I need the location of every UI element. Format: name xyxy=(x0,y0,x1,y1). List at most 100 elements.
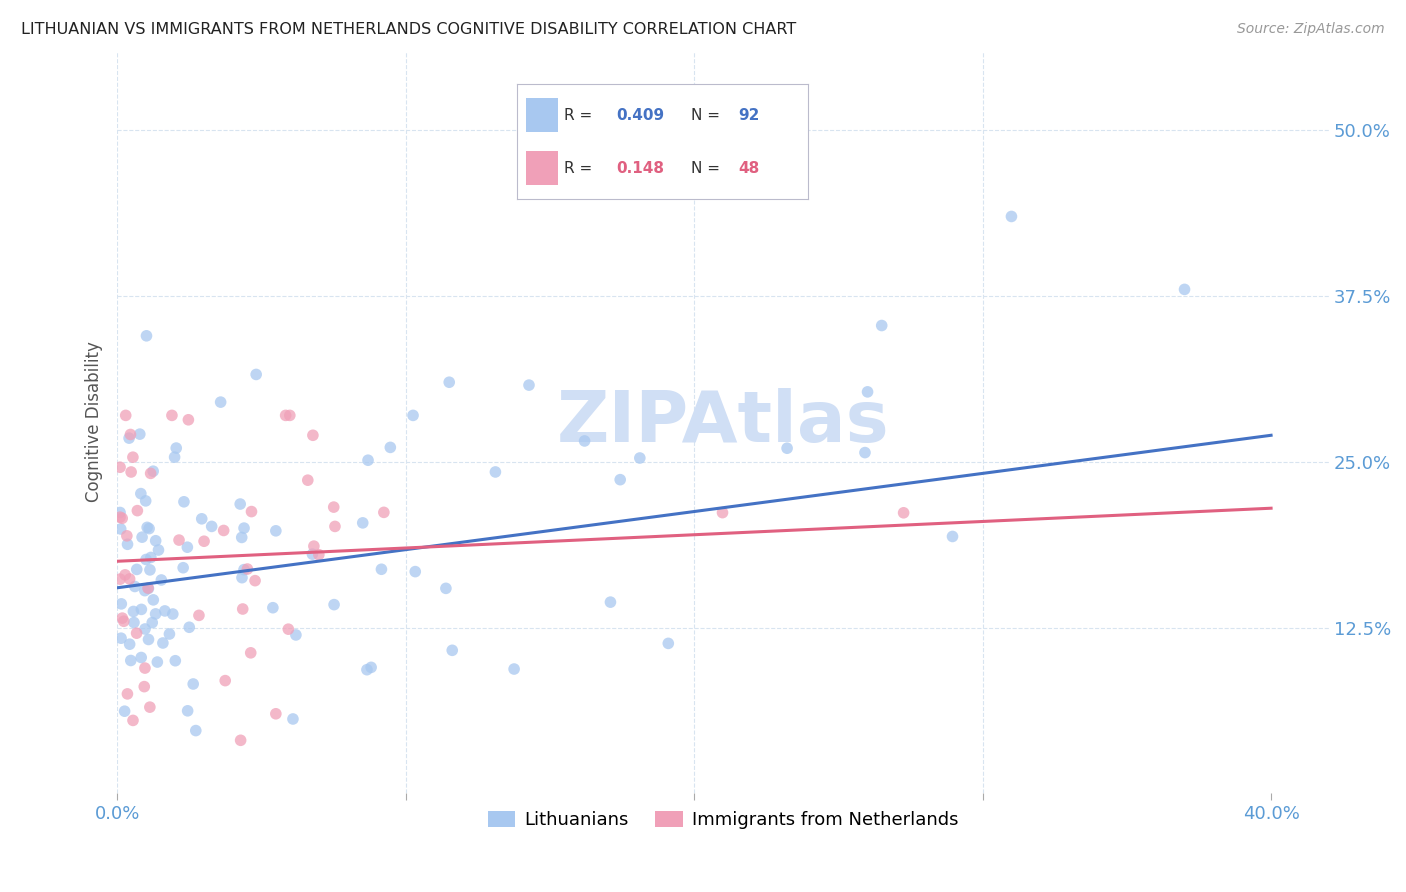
Text: Source: ZipAtlas.com: Source: ZipAtlas.com xyxy=(1237,22,1385,37)
Point xyxy=(136,581,159,595)
Point xyxy=(153,604,176,618)
Point xyxy=(628,450,651,465)
Point xyxy=(114,409,136,423)
Point xyxy=(776,441,799,455)
Point xyxy=(352,516,374,530)
Point xyxy=(108,572,131,586)
Point xyxy=(122,450,145,465)
Point xyxy=(184,723,207,738)
Point xyxy=(134,680,156,694)
Point xyxy=(146,655,169,669)
Text: ZIPAtlas: ZIPAtlas xyxy=(557,387,889,457)
Point xyxy=(108,506,131,520)
Point xyxy=(177,413,200,427)
Point xyxy=(118,572,141,586)
Point xyxy=(232,602,254,616)
Point xyxy=(609,473,631,487)
Point xyxy=(139,467,162,481)
Point xyxy=(484,465,506,479)
Point xyxy=(148,543,170,558)
Point xyxy=(122,604,145,618)
Point xyxy=(142,464,165,478)
Point xyxy=(302,428,325,442)
Point xyxy=(1173,282,1195,296)
Point xyxy=(135,328,157,343)
Point xyxy=(120,427,142,442)
Point xyxy=(243,574,266,588)
Point xyxy=(114,567,136,582)
Point xyxy=(124,580,146,594)
Point xyxy=(112,614,135,628)
Point xyxy=(122,615,145,630)
Y-axis label: Cognitive Disability: Cognitive Disability xyxy=(86,342,103,502)
Point xyxy=(142,593,165,607)
Point xyxy=(233,521,256,535)
Point xyxy=(360,660,382,674)
Point xyxy=(167,533,190,547)
Point xyxy=(128,427,150,442)
Point xyxy=(322,500,344,515)
Point xyxy=(111,511,134,525)
Point xyxy=(274,409,297,423)
Point xyxy=(160,409,183,423)
Point xyxy=(173,495,195,509)
Point xyxy=(110,597,132,611)
Point xyxy=(108,460,131,475)
Point xyxy=(135,494,157,508)
Point xyxy=(893,506,915,520)
Point xyxy=(139,563,162,577)
Point xyxy=(239,646,262,660)
Point xyxy=(136,520,159,534)
Point xyxy=(323,598,346,612)
Point xyxy=(111,611,134,625)
Point xyxy=(145,607,167,621)
Point xyxy=(264,524,287,538)
Point xyxy=(120,465,142,479)
Point xyxy=(231,531,253,545)
Point xyxy=(870,318,893,333)
Point xyxy=(278,409,301,423)
Point xyxy=(856,384,879,399)
Point xyxy=(380,441,402,455)
Point xyxy=(214,673,236,688)
Point xyxy=(574,434,596,448)
Point xyxy=(236,562,259,576)
Point xyxy=(262,600,284,615)
Point xyxy=(284,628,307,642)
Point xyxy=(853,445,876,459)
Point xyxy=(181,677,204,691)
Point xyxy=(193,534,215,549)
Text: LITHUANIAN VS IMMIGRANTS FROM NETHERLANDS COGNITIVE DISABILITY CORRELATION CHART: LITHUANIAN VS IMMIGRANTS FROM NETHERLAND… xyxy=(21,22,796,37)
Point xyxy=(439,376,461,390)
Point xyxy=(229,733,252,747)
Point xyxy=(402,409,425,423)
Point xyxy=(108,510,131,524)
Point xyxy=(301,547,323,561)
Point xyxy=(277,622,299,636)
Point xyxy=(138,632,160,647)
Point xyxy=(139,550,162,565)
Point xyxy=(145,533,167,548)
Point xyxy=(233,563,256,577)
Point xyxy=(114,704,136,718)
Point xyxy=(941,529,963,543)
Point xyxy=(115,529,138,543)
Point xyxy=(599,595,621,609)
Point xyxy=(118,637,141,651)
Point xyxy=(176,704,198,718)
Point xyxy=(370,562,392,576)
Point xyxy=(172,560,194,574)
Point xyxy=(264,706,287,721)
Point xyxy=(139,700,162,714)
Point xyxy=(117,687,139,701)
Point xyxy=(127,503,149,517)
Point xyxy=(190,512,212,526)
Point xyxy=(152,636,174,650)
Point xyxy=(163,450,186,464)
Point xyxy=(308,548,330,562)
Point xyxy=(302,539,325,553)
Point xyxy=(176,540,198,554)
Point xyxy=(517,378,540,392)
Point xyxy=(245,368,267,382)
Point xyxy=(150,573,173,587)
